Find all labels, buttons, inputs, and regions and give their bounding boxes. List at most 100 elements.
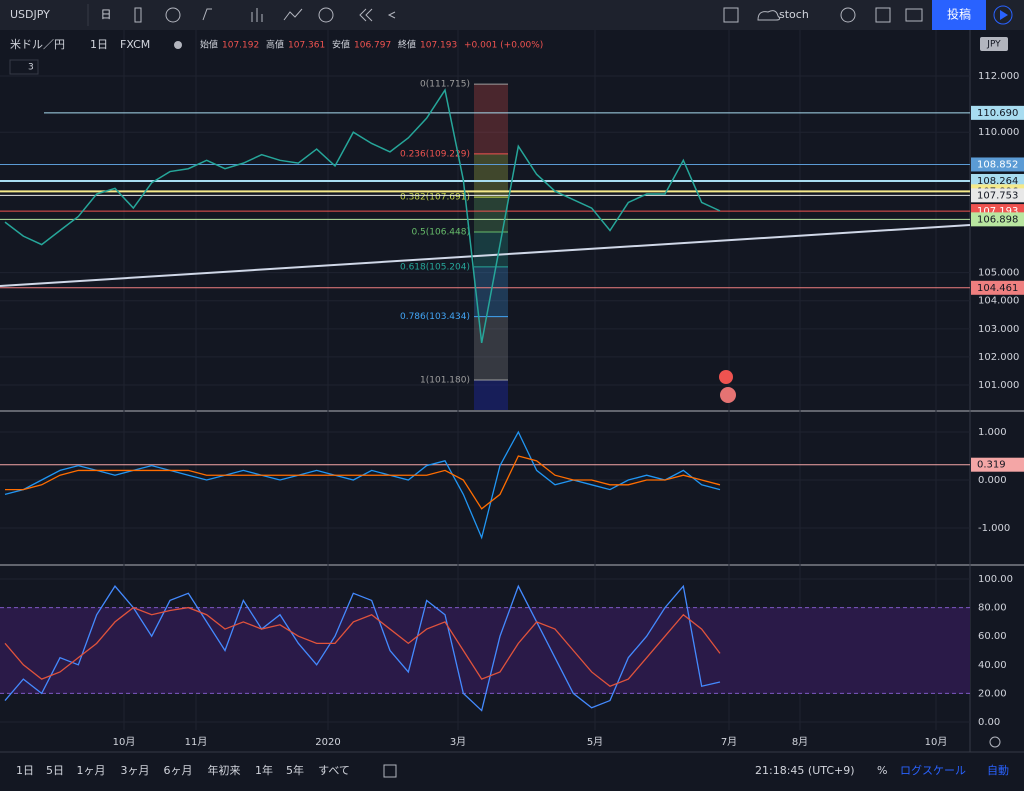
- symbol[interactable]: USDJPY: [10, 8, 50, 21]
- x-tick-label: 11月: [185, 736, 208, 748]
- collapse-button[interactable]: [9, 59, 39, 75]
- range-button[interactable]: 6ヶ月: [164, 764, 193, 777]
- macd-badge: [971, 457, 1024, 472]
- interval-button[interactable]: 日: [101, 8, 112, 21]
- x-tick-label: 5月: [587, 736, 603, 748]
- stoch-line: [4, 584, 721, 712]
- publish-button[interactable]: [932, 0, 986, 30]
- undo-icon[interactable]: [387, 11, 396, 19]
- event-icon[interactable]: [719, 370, 733, 384]
- x-tick-label: 10月: [113, 736, 136, 748]
- fib-label: 1(101.180): [420, 375, 470, 385]
- stoch-line: [4, 606, 721, 687]
- fib-label: 0.5(106.448): [411, 227, 470, 237]
- price-badge: [971, 157, 1024, 172]
- price-badge: [971, 188, 1024, 203]
- price-badge-label: 108.852: [977, 159, 1018, 170]
- range-button[interactable]: 1年: [255, 763, 273, 777]
- x-tick-label: 2020: [315, 737, 340, 748]
- price-badge-label: 107.753: [977, 190, 1018, 201]
- price-badge: [971, 105, 1024, 120]
- fib-label: 0(111.715): [420, 80, 470, 90]
- indicator-icon[interactable]: [165, 7, 181, 23]
- fib-zone: [474, 231, 508, 267]
- y-tick-label: 110.000: [978, 127, 1019, 138]
- percent-toggle[interactable]: %: [877, 764, 887, 777]
- compare-icon[interactable]: [283, 8, 303, 21]
- x-tick-label: 10月: [925, 736, 948, 748]
- range-button[interactable]: 1日: [16, 764, 34, 777]
- range-button[interactable]: 5日: [46, 764, 64, 777]
- x-tick-label: 8月: [792, 736, 808, 748]
- replay-icon[interactable]: [359, 8, 373, 22]
- y-tick-label: 0.000: [978, 475, 1007, 486]
- layout-icon[interactable]: [723, 7, 739, 23]
- fib-zone: [474, 84, 508, 154]
- snapshot-icon[interactable]: [905, 8, 923, 22]
- range-button[interactable]: すべて: [318, 764, 350, 777]
- legend-interval: 1日: [90, 38, 108, 51]
- auto-toggle[interactable]: 自動: [987, 763, 1009, 777]
- ohlc-value: 107.192: [222, 41, 259, 51]
- fx-icon[interactable]: [202, 8, 212, 21]
- currency-badge: [980, 37, 1008, 51]
- y-tick-label: -1.000: [978, 523, 1010, 534]
- y-tick-label: 102.000: [978, 352, 1019, 363]
- price-badge-label: 108.264: [977, 176, 1018, 187]
- y-tick-label: 103.000: [978, 324, 1019, 335]
- publish-label[interactable]: 投稿: [947, 7, 971, 22]
- y-tick-label: 100.00: [978, 574, 1013, 585]
- settings-icon[interactable]: [840, 7, 856, 23]
- toolbar-icons: [134, 7, 923, 23]
- ohlc-value: 106.797: [354, 41, 391, 51]
- y-tick-label: 80.00: [978, 603, 1007, 614]
- alert-icon[interactable]: [318, 7, 334, 23]
- y-tick-label: 0.00: [978, 717, 1000, 728]
- study-template[interactable]: stoch: [779, 8, 809, 21]
- currency-label: JPY: [986, 40, 1001, 50]
- y-tick-label: 112.000: [978, 71, 1019, 82]
- goto-icon[interactable]: [383, 764, 397, 778]
- ohlc-value: 107.361: [288, 41, 325, 51]
- y-tick-label: 104.000: [978, 296, 1019, 307]
- range-button[interactable]: 3ヶ月: [121, 764, 150, 777]
- ohlc-value: 107.193: [420, 41, 457, 51]
- axis-settings[interactable]: [989, 736, 1001, 748]
- trend-line: [0, 224, 971, 287]
- fib-label: 0.618(105.204): [400, 262, 470, 272]
- macd-badge-label: 0.319: [977, 460, 1006, 471]
- template-icon[interactable]: [251, 8, 263, 22]
- x-tick-label: 7月: [721, 736, 737, 748]
- y-tick-label: 60.00: [978, 631, 1007, 642]
- event-icon[interactable]: [720, 387, 736, 403]
- fib-zone: [474, 153, 508, 198]
- y-tick-label: 101.000: [978, 380, 1019, 391]
- fib-zone: [474, 197, 508, 232]
- candle-icon[interactable]: [134, 7, 142, 23]
- stoch-band: [0, 607, 970, 694]
- macd-line: [5, 455, 721, 510]
- range-button[interactable]: 5年: [286, 763, 304, 777]
- range-button[interactable]: 年初来: [208, 763, 241, 777]
- fib-label: 0.236(109.229): [400, 149, 470, 159]
- fib-extension: [474, 379, 508, 410]
- clock: 21:18:45 (UTC+9): [755, 764, 855, 777]
- log-toggle[interactable]: ログスケール: [900, 763, 966, 777]
- fib-label: 0.786(103.434): [400, 312, 470, 322]
- ohlc-label: 始値: [200, 39, 218, 51]
- legend-change: +0.001 (+0.00%): [464, 41, 543, 51]
- y-tick-label: 40.00: [978, 660, 1007, 671]
- price-badge: [971, 212, 1024, 227]
- ohlc-label: 安値: [332, 39, 350, 51]
- price-line: [4, 88, 721, 344]
- price-badge-label: 106.898: [977, 214, 1018, 225]
- price-badge-label: 107.193: [977, 206, 1018, 217]
- play-icon: [1000, 10, 1008, 20]
- price-badge-label: 104.461: [977, 283, 1018, 294]
- fullscreen-icon[interactable]: [875, 7, 891, 23]
- range-button[interactable]: 1ヶ月: [77, 764, 106, 777]
- cloud-icon: [757, 10, 781, 21]
- play-button[interactable]: [993, 5, 1013, 25]
